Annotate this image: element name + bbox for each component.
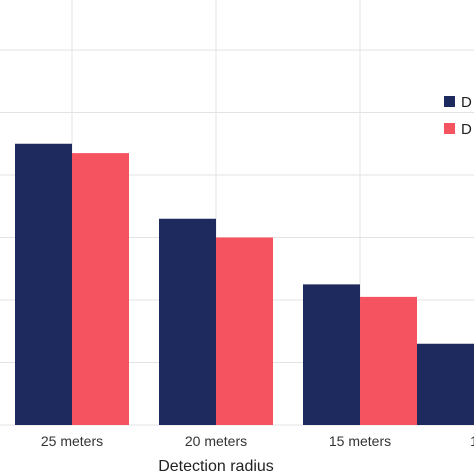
- bar-series1-0: [15, 143, 72, 425]
- bar-series1-3: [417, 343, 474, 425]
- bar-series1-2: [303, 284, 360, 425]
- bar-series2-0: [72, 153, 129, 425]
- x-axis-title: Detection radius: [158, 458, 274, 474]
- bar-series2-2: [360, 296, 417, 425]
- legend-label: D: [461, 94, 472, 111]
- x-tick-label: 25 meters: [41, 433, 103, 449]
- x-tick-label: 1: [470, 433, 474, 449]
- legend-label: D: [461, 121, 472, 138]
- x-tick-label: 20 meters: [185, 433, 247, 449]
- x-tick-label: 15 meters: [329, 433, 391, 449]
- legend-swatch: [444, 96, 455, 107]
- bar-series1-1: [159, 218, 216, 425]
- bar-series2-1: [216, 237, 273, 425]
- legend-swatch: [444, 123, 455, 134]
- bar-layer: [15, 143, 474, 425]
- legend: DD: [444, 94, 472, 138]
- x-tick-labels: 25 meters 20 meters 15 meters 1: [41, 433, 474, 449]
